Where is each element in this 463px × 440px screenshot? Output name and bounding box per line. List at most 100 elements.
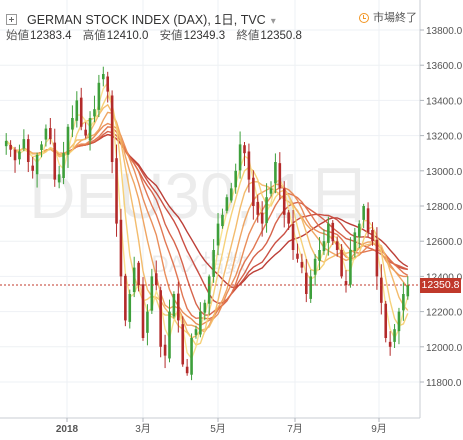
candle-body[interactable] <box>362 206 365 220</box>
candle-body[interactable] <box>199 311 202 335</box>
candle-body[interactable] <box>243 145 246 154</box>
moving-average-line <box>5 93 409 346</box>
candle-body[interactable] <box>22 139 26 149</box>
candle-body[interactable] <box>291 223 295 250</box>
candle-body[interactable] <box>366 208 370 233</box>
candle-body[interactable] <box>172 294 176 317</box>
candle-body[interactable] <box>106 76 110 92</box>
candle-body[interactable] <box>278 163 282 189</box>
candle-body[interactable] <box>402 294 405 311</box>
candle-body[interactable] <box>124 275 127 321</box>
chevron-down-icon[interactable]: ▾ <box>270 16 276 27</box>
candle-body[interactable] <box>388 341 392 347</box>
candle-body[interactable] <box>397 311 401 332</box>
candle-body[interactable] <box>146 311 149 333</box>
candle-body[interactable] <box>163 344 167 356</box>
candle-body[interactable] <box>194 329 198 335</box>
candle-body[interactable] <box>101 74 105 80</box>
candle-body[interactable] <box>141 284 145 338</box>
candle-body[interactable] <box>110 95 114 162</box>
expand-icon[interactable] <box>6 14 17 25</box>
candle-body[interactable] <box>159 290 162 347</box>
candle-body[interactable] <box>221 214 224 227</box>
candle-body[interactable] <box>88 118 92 141</box>
candle-body[interactable] <box>265 197 268 224</box>
candle-body[interactable] <box>115 158 118 224</box>
candle-body[interactable] <box>238 144 242 171</box>
candle-body[interactable] <box>269 188 273 194</box>
candle-body[interactable] <box>84 129 87 136</box>
candle-body[interactable] <box>322 241 326 252</box>
candle-body[interactable] <box>327 223 330 243</box>
candle-body[interactable] <box>313 258 317 275</box>
candle-body[interactable] <box>203 302 207 313</box>
candle-body[interactable] <box>13 149 17 161</box>
candle-body[interactable] <box>53 142 57 180</box>
candle-body[interactable] <box>35 154 39 175</box>
candle-body[interactable] <box>331 222 335 242</box>
candle-body[interactable] <box>71 118 74 130</box>
candle-body[interactable] <box>31 165 34 171</box>
candle-body[interactable] <box>57 174 61 183</box>
candle-body[interactable] <box>97 82 101 110</box>
candle-body[interactable] <box>296 253 299 259</box>
candle-body[interactable] <box>44 128 48 140</box>
candle-body[interactable] <box>49 128 52 140</box>
candle-body[interactable] <box>154 273 158 286</box>
candle-body[interactable] <box>247 151 251 180</box>
candle-body[interactable] <box>93 109 96 117</box>
candle-body[interactable] <box>216 223 220 246</box>
candle-body[interactable] <box>212 250 215 277</box>
candle-body[interactable] <box>119 219 123 277</box>
candle-body[interactable] <box>18 151 21 160</box>
candle-body[interactable] <box>349 250 352 285</box>
candle-body[interactable] <box>234 170 237 188</box>
x-tick-label: 9月 <box>371 423 387 435</box>
open-label: 始値 <box>6 30 29 42</box>
candle-body[interactable] <box>62 153 65 178</box>
candle-body[interactable] <box>375 239 379 277</box>
candle-body[interactable] <box>40 144 43 150</box>
candle-body[interactable] <box>4 140 8 147</box>
candle-body[interactable] <box>128 294 132 322</box>
candle-body[interactable] <box>168 311 171 359</box>
candle-body[interactable] <box>137 262 140 286</box>
candle-body[interactable] <box>287 212 290 224</box>
candle-body[interactable] <box>393 329 396 342</box>
candle-body[interactable] <box>181 324 185 365</box>
close-label: 終値 <box>236 30 260 42</box>
candle-body[interactable] <box>353 232 357 252</box>
candle-body[interactable] <box>75 100 79 121</box>
candle-body[interactable] <box>300 261 304 268</box>
candle-body[interactable] <box>371 229 374 242</box>
candle-body[interactable] <box>344 281 348 286</box>
candle-body[interactable] <box>225 197 229 211</box>
candle-body[interactable] <box>384 303 388 338</box>
candle-body[interactable] <box>132 267 136 293</box>
candle-body[interactable] <box>256 201 260 215</box>
candle-body[interactable] <box>229 188 233 201</box>
candle-body[interactable] <box>207 276 211 304</box>
candle-body[interactable] <box>66 126 70 155</box>
candle-body[interactable] <box>406 285 410 297</box>
candle-body[interactable] <box>190 338 193 375</box>
candle-body[interactable] <box>150 276 154 311</box>
high-value: 12410.0 <box>106 30 149 42</box>
candle-body[interactable] <box>282 188 286 215</box>
candle-body[interactable] <box>177 293 180 321</box>
candle-body[interactable] <box>357 223 361 238</box>
candle-body[interactable] <box>260 212 264 224</box>
candle-body[interactable] <box>304 272 308 294</box>
candle-body[interactable] <box>309 276 313 299</box>
candle-body[interactable] <box>9 144 12 150</box>
candle-body[interactable] <box>252 177 255 206</box>
candle-body[interactable] <box>26 139 30 162</box>
candle-body[interactable] <box>335 241 339 250</box>
candle-body[interactable] <box>340 249 343 277</box>
candle-body[interactable] <box>380 277 383 303</box>
candle-body[interactable] <box>274 162 277 184</box>
candle-body[interactable] <box>185 366 189 374</box>
candle-body[interactable] <box>79 97 83 127</box>
candle-body[interactable] <box>318 250 321 261</box>
